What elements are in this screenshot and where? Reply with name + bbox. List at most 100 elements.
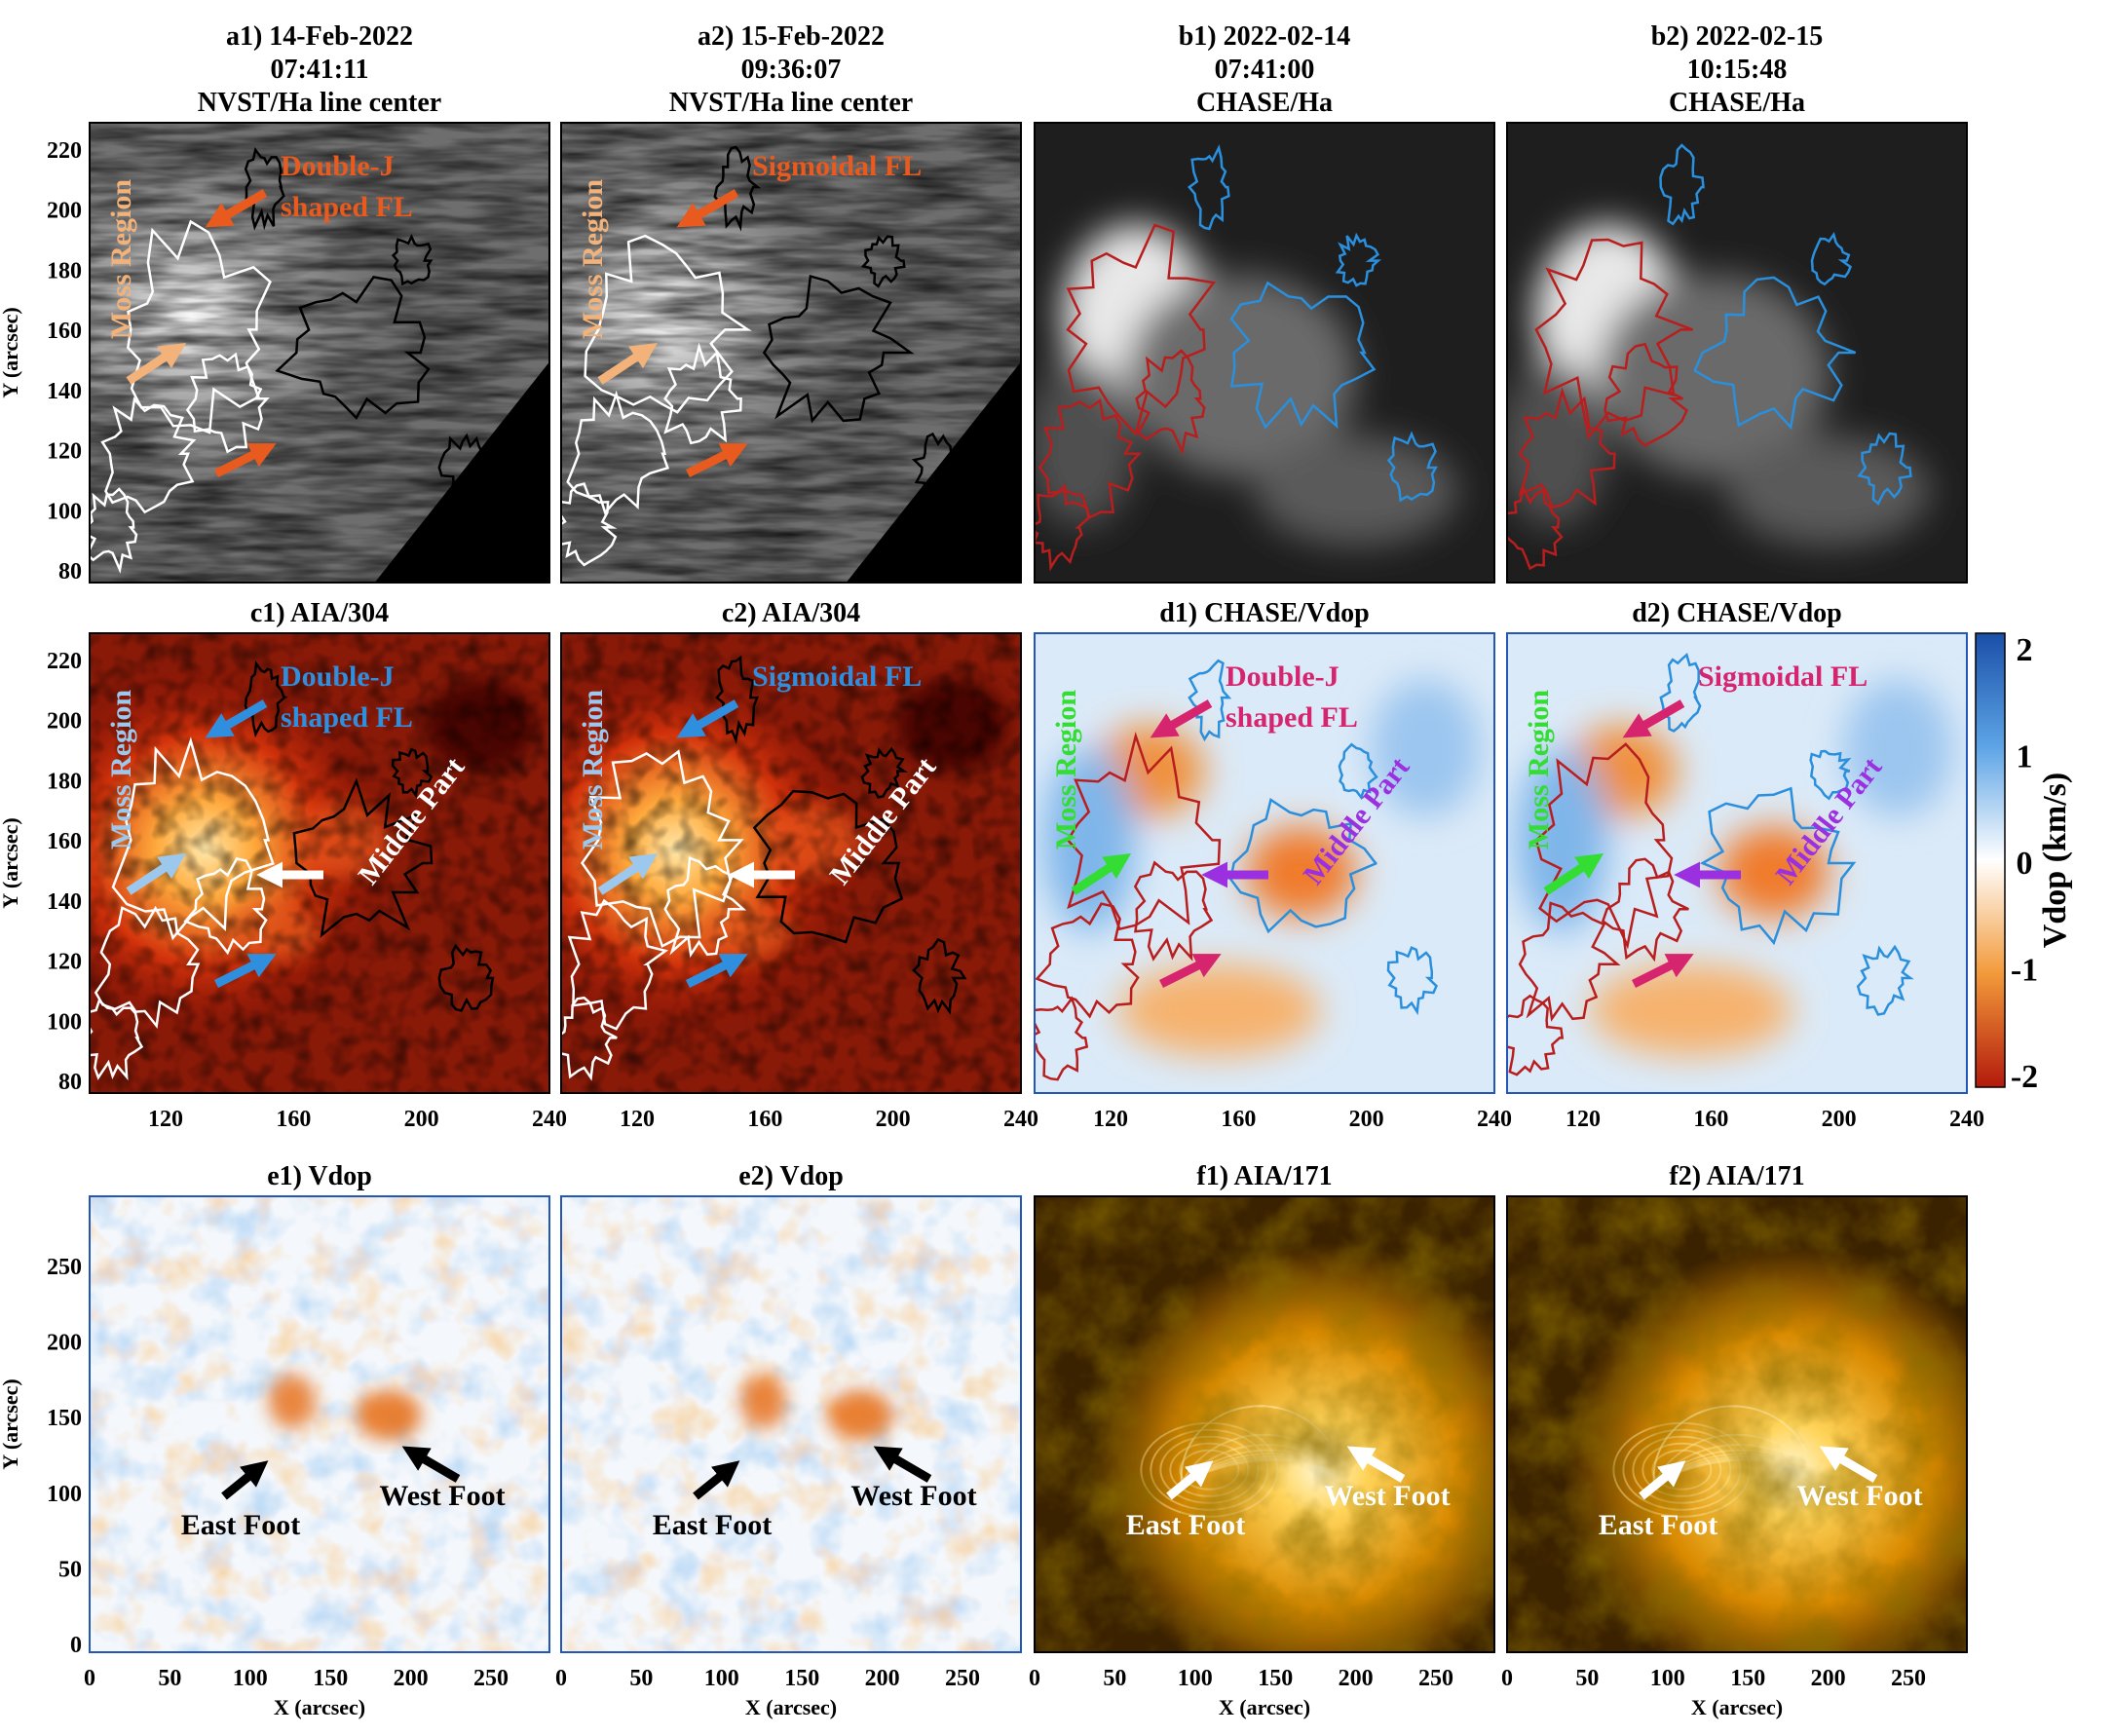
panel-title-b1: b1) 2022-02-14 — [1179, 21, 1351, 52]
y-tick-label: 200 — [47, 1331, 82, 1356]
panel-frame — [1034, 1195, 1495, 1653]
fl-label: Double-J — [281, 660, 395, 693]
fl-label: Double-J — [1226, 660, 1339, 693]
panel-f2: East Foot West Foot — [1506, 1195, 1968, 1653]
panel-title-e1: e1) Vdop — [267, 1161, 372, 1191]
x-tick-label: 0 — [1501, 1666, 1513, 1691]
west-foot-label: West Foot — [850, 1480, 976, 1512]
panel-title-b2: b2) 2022-02-15 — [1651, 21, 1824, 52]
y-tick-label: 100 — [47, 1009, 82, 1035]
y-axis-label: Y (arcsec) — [0, 817, 22, 908]
y-tick-label: 180 — [47, 769, 82, 794]
x-tick-label: 120 — [620, 1107, 655, 1132]
fl-label: Sigmoidal FL — [752, 150, 922, 182]
x-tick-label: 50 — [629, 1666, 653, 1691]
east-foot-label: East Foot — [181, 1509, 301, 1541]
colorbar-tick: 1 — [2017, 739, 2033, 775]
colorbar-tick: -2 — [2011, 1059, 2038, 1095]
y-tick-label: 50 — [58, 1557, 82, 1582]
y-tick-label: 200 — [47, 199, 82, 224]
panel-title-e2: e2) Vdop — [738, 1161, 844, 1191]
fl-arrow-bottom — [1158, 954, 1222, 989]
x-tick-label: 150 — [1730, 1666, 1765, 1691]
x-tick-label: 0 — [1029, 1666, 1040, 1691]
west-foot-arrow — [1346, 1446, 1406, 1483]
x-tick-label: 250 — [1891, 1666, 1926, 1691]
y-tick-label: 120 — [47, 950, 82, 975]
panel-title-a2: NVST/Ha line center — [669, 88, 913, 118]
x-tick-label: 50 — [1575, 1666, 1599, 1691]
panel-title-b2: CHASE/Ha — [1669, 88, 1805, 118]
fl-arrow-bottom — [213, 443, 277, 478]
panel-title-a2: a2) 15-Feb-2022 — [698, 21, 885, 52]
panel-f1: East Foot West Foot — [1034, 1195, 1495, 1653]
x-tick-label: 200 — [1339, 1666, 1374, 1691]
x-axis-label: X (arcsec) — [745, 1695, 837, 1719]
annotations-a1: Moss Region Double-J shaped FL — [105, 150, 413, 478]
fl-label: Sigmoidal FL — [1698, 660, 1868, 693]
panel-title-f2: f2) AIA/171 — [1669, 1161, 1804, 1191]
panel-frame — [89, 632, 550, 1094]
panel-frame — [1034, 632, 1495, 1094]
x-tick-label: 240 — [532, 1107, 567, 1132]
y-tick-label: 200 — [47, 709, 82, 735]
fl-label: Sigmoidal FL — [752, 660, 922, 693]
x-tick-label: 50 — [1103, 1666, 1126, 1691]
annotations-e1: East Foot West Foot — [181, 1446, 506, 1541]
x-tick-label: 200 — [394, 1666, 429, 1691]
west-foot-label: West Foot — [1796, 1480, 1922, 1512]
east-foot-arrow — [693, 1460, 740, 1500]
x-tick-label: 160 — [1221, 1107, 1256, 1132]
y-tick-label: 250 — [47, 1255, 82, 1280]
panel-e1: East Foot West Foot — [89, 1195, 550, 1653]
moss-region-label: Moss Region — [577, 179, 609, 339]
fl-arrow-top — [205, 699, 268, 738]
panel-b2 — [1506, 122, 1968, 584]
colorbar-tick: 0 — [2017, 846, 2033, 882]
east-foot-label: East Foot — [653, 1509, 773, 1541]
fl-label-line2: shaped FL — [281, 701, 413, 734]
x-tick-label: 200 — [1349, 1107, 1384, 1132]
x-tick-label: 100 — [1650, 1666, 1685, 1691]
panel-title-a1: 07:41:11 — [270, 55, 368, 85]
panel-frame — [560, 122, 1022, 584]
fl-arrow-top — [676, 699, 739, 738]
fl-arrow-top — [1622, 699, 1685, 738]
panel-frame — [1034, 122, 1495, 584]
x-tick-label: 240 — [1477, 1107, 1512, 1132]
panel-frame — [89, 122, 550, 584]
x-tick-label: 160 — [1693, 1107, 1728, 1132]
panel-frame — [1506, 1195, 1968, 1653]
fl-label-line2: shaped FL — [281, 191, 413, 223]
y-tick-label: 80 — [58, 1070, 82, 1095]
fl-arrow-top — [676, 189, 739, 228]
panel-title-f1: f1) AIA/171 — [1196, 1161, 1332, 1191]
panel-frame — [560, 632, 1022, 1094]
y-tick-label: 100 — [47, 1482, 82, 1507]
x-tick-label: 0 — [84, 1666, 95, 1691]
y-tick-label: 100 — [47, 499, 82, 524]
moss-arrow — [126, 853, 187, 895]
fl-label: Double-J — [281, 150, 395, 182]
panel-frame — [1506, 122, 1968, 584]
x-axis-label: X (arcsec) — [1691, 1695, 1783, 1719]
west-foot-arrow — [401, 1446, 461, 1483]
fl-arrow-bottom — [685, 954, 748, 989]
east-foot-arrow — [221, 1460, 269, 1500]
annotations-f2: East Foot West Foot — [1599, 1446, 1923, 1541]
fl-arrow-top — [1150, 699, 1213, 738]
y-tick-label: 140 — [47, 889, 82, 915]
moss-region-label: Moss Region — [1523, 690, 1555, 849]
y-tick-label: 0 — [70, 1633, 82, 1658]
panel-e2: East Foot West Foot — [560, 1195, 1022, 1653]
moss-arrow — [1543, 853, 1604, 895]
west-foot-arrow — [873, 1446, 932, 1483]
x-tick-label: 0 — [555, 1666, 567, 1691]
x-axis-label: X (arcsec) — [1219, 1695, 1310, 1719]
east-foot-arrow — [1639, 1460, 1686, 1500]
x-tick-label: 120 — [148, 1107, 183, 1132]
